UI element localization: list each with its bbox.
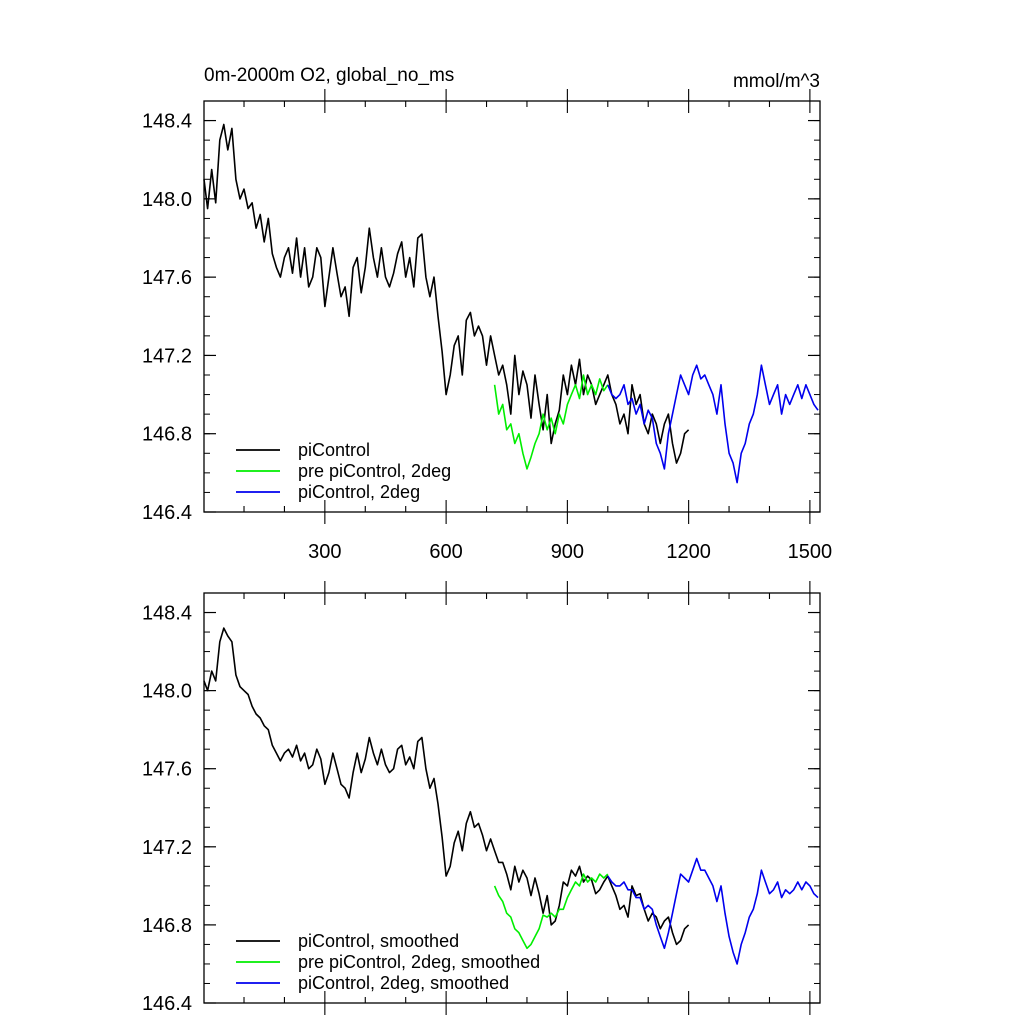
legend-label: piControl, 2deg, smoothed — [298, 973, 509, 993]
series-line-1 — [203, 123, 690, 464]
y-tick-label: 147.6 — [142, 759, 192, 781]
x-tick-label: 600 — [429, 541, 462, 563]
y-tick-label: 146.4 — [142, 502, 192, 524]
units-label: mmol/m^3 — [733, 71, 820, 92]
y-tick-label: 147.6 — [142, 267, 192, 289]
legend-label: piControl, 2deg — [298, 482, 420, 502]
series-line-3 — [607, 364, 819, 484]
series-line-3 — [607, 857, 819, 965]
x-tick-label: 900 — [551, 541, 584, 563]
series-line-2 — [493, 374, 609, 470]
x-tick-label: 300 — [308, 541, 341, 563]
y-major-ticks — [204, 611, 820, 1004]
x-tick-label: 1500 — [788, 541, 833, 563]
legend-label: pre piControl, 2deg — [298, 461, 451, 481]
chart-panel-2: 148.4 148.0 147.6 147.2 146.8 146.4 piControl,… — [142, 581, 821, 1015]
y-tick-label: 148.4 — [142, 603, 192, 625]
y-tick-label: 148.0 — [142, 189, 192, 211]
y-tick-label: 148.4 — [142, 111, 192, 133]
x-tick-label: 1200 — [666, 541, 711, 563]
y-tick-label: 147.2 — [142, 837, 192, 859]
y-tick-label: 147.2 — [142, 345, 192, 367]
chart-panel-1: 148.4 148.0 147.6 147.2 146.8 146.4 300 600 900 1… — [142, 65, 832, 563]
chart-title: 0m-2000m O2, global_no_ms — [204, 65, 454, 86]
series-line-1 — [203, 627, 690, 946]
plot-frame — [203, 100, 821, 513]
series-line-2 — [493, 873, 609, 950]
y-minor-ticks — [204, 100, 820, 513]
legend-label: piControl — [298, 440, 370, 460]
legend-label: piControl, smoothed — [298, 931, 459, 951]
x-ticks — [243, 581, 811, 1015]
y-minor-ticks — [204, 592, 820, 1004]
legend-label: pre piControl, 2deg, smoothed — [298, 952, 540, 972]
plot-frame — [203, 592, 821, 1004]
y-tick-label: 146.8 — [142, 424, 192, 446]
y-tick-label: 146.4 — [142, 993, 192, 1015]
y-major-ticks — [204, 119, 820, 513]
y-tick-label: 146.8 — [142, 915, 192, 937]
y-tick-label: 148.0 — [142, 681, 192, 703]
x-ticks — [243, 89, 811, 524]
